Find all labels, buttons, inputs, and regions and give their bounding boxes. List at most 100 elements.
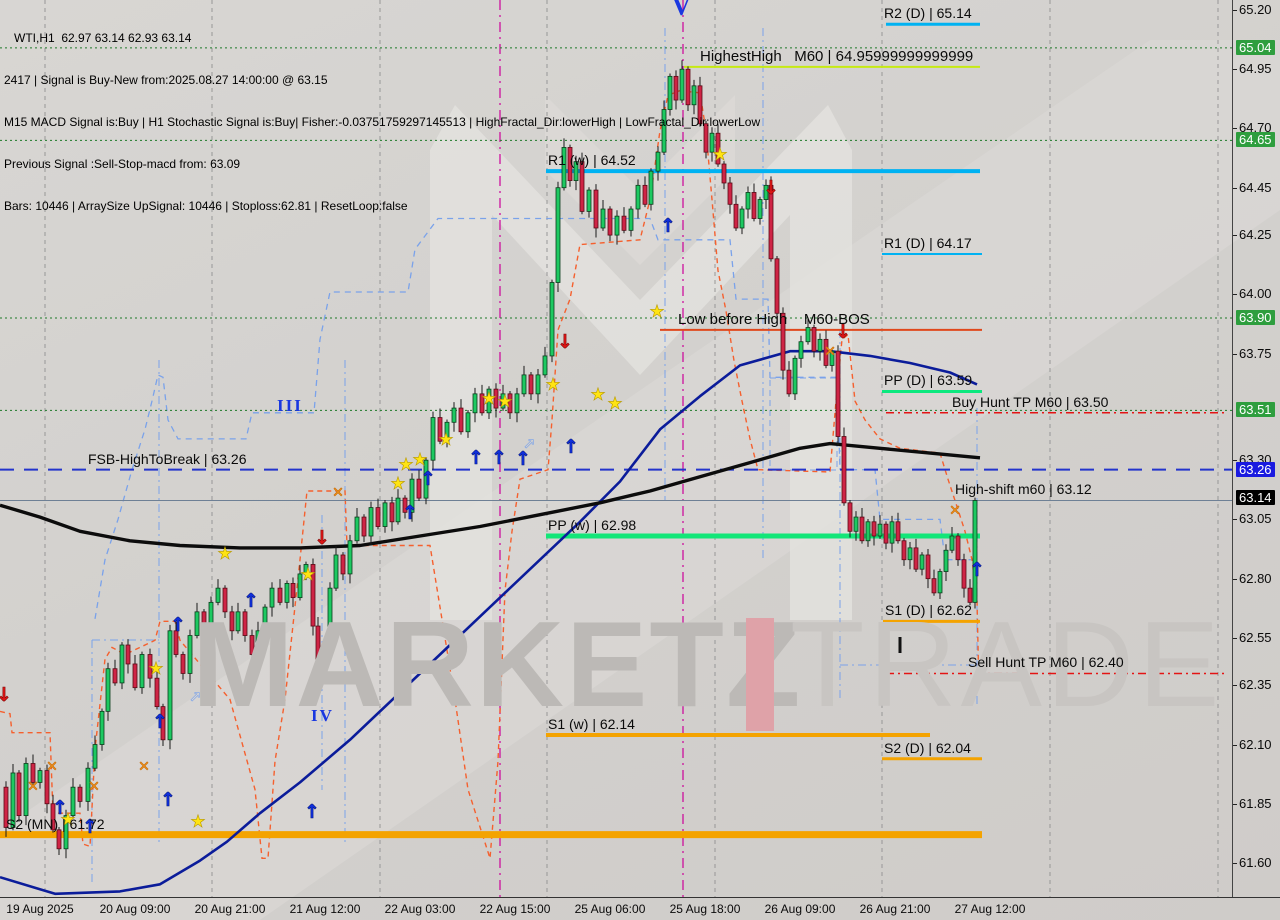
- price-tick-label: 63.75: [1239, 345, 1272, 361]
- candle-up: [262, 606, 268, 632]
- price-tick-mark: [1233, 685, 1237, 687]
- candle-down: [160, 706, 166, 741]
- level-label-buy-hunt: Buy Hunt TP M60 | 63.50: [952, 393, 1109, 410]
- price-tick-label: 62.80: [1239, 570, 1272, 586]
- candle-up: [889, 521, 895, 544]
- signal-line: 2417 | Signal is Buy-New from:2025.08.27…: [4, 73, 328, 87]
- candle-up: [269, 587, 275, 608]
- buy-arrow-icon: ↑: [491, 447, 507, 469]
- star-signal-icon: ★: [649, 302, 664, 322]
- candle-up: [472, 393, 478, 414]
- price-tick-label: 61.60: [1239, 855, 1272, 870]
- candle-down: [437, 417, 443, 442]
- candle-down: [715, 132, 721, 165]
- candle-down: [315, 625, 321, 665]
- candle-up: [99, 710, 105, 745]
- price-tick-mark: [1233, 294, 1237, 296]
- candle-down: [835, 350, 841, 437]
- candle-up: [368, 507, 374, 537]
- candle-up: [542, 355, 548, 376]
- candle-up: [817, 338, 823, 352]
- candle-down: [3, 786, 9, 828]
- candle-down: [389, 502, 395, 523]
- buy-arrow-icon: ↑: [563, 436, 579, 458]
- candle-down: [16, 772, 22, 817]
- price-tick-mark: [1233, 803, 1237, 805]
- candle-up: [321, 644, 327, 665]
- candle-up: [853, 516, 859, 532]
- candle-up: [514, 393, 520, 414]
- ma-slow-navy: [0, 349, 978, 896]
- level-label-r1-d: R1 (D) | 64.17: [884, 235, 972, 252]
- price-tick-label: 65.20: [1239, 2, 1272, 17]
- star-signal-icon: ★: [60, 810, 75, 830]
- time-tick-label: 25 Aug 06:00: [574, 902, 646, 916]
- candle-up: [105, 668, 111, 712]
- candle-up: [679, 68, 685, 101]
- candle-down: [961, 559, 967, 589]
- candle-down: [493, 388, 499, 409]
- candle-down: [173, 630, 179, 655]
- star-signal-icon: ★: [481, 389, 496, 409]
- level-label-high-shift: High-shift m60 | 63.12: [955, 481, 1092, 498]
- candle-down: [721, 163, 727, 184]
- wave-label-iii: III: [277, 396, 303, 415]
- candle-up: [303, 564, 309, 575]
- candle-up: [215, 587, 221, 603]
- candle-up: [444, 421, 450, 442]
- time-axis[interactable]: 19 Aug 2025 20 Aug 09:00 20 Aug 21:00 21 Au…: [0, 897, 1280, 920]
- level-label-pp-w: PP (w) | 62.98: [548, 517, 637, 534]
- price-badge-65.04: 65.04: [1236, 39, 1275, 55]
- candle-up: [255, 630, 261, 655]
- candle-up: [354, 516, 360, 542]
- star-signal-icon: ★: [412, 450, 427, 470]
- hollow-arrow-icon: ↗: [523, 435, 536, 453]
- wave-label-v: V: [672, 0, 693, 21]
- buy-arrow-icon: ↑: [160, 789, 176, 811]
- candle-down: [112, 668, 118, 684]
- candle-up: [535, 374, 541, 395]
- candle-up: [561, 147, 567, 189]
- x-signal-icon: ✕: [824, 344, 836, 360]
- candle-down: [751, 192, 757, 219]
- price-tick-mark: [1233, 744, 1237, 746]
- candle-up: [119, 644, 125, 684]
- buy-arrow-icon: ↑: [402, 502, 418, 524]
- candle-down: [593, 189, 599, 229]
- candle-up: [92, 744, 98, 769]
- price-badge-63.26: 63.26: [1236, 461, 1275, 477]
- candle-down: [290, 583, 296, 599]
- level-label-s1-w: S1 (w) | 62.14: [548, 716, 635, 733]
- candle-up: [865, 521, 871, 542]
- candle-down: [479, 393, 485, 414]
- price-badge-63.51: 63.51: [1236, 402, 1275, 418]
- candle-up: [586, 189, 592, 212]
- star-signal-icon: ★: [300, 565, 315, 585]
- candle-down: [579, 161, 585, 212]
- candle-up: [327, 587, 333, 646]
- candle-down: [871, 521, 877, 537]
- candle-down: [733, 203, 739, 229]
- level-label-s1-d: S1 (D) | 62.62: [885, 602, 972, 619]
- candle-up: [877, 523, 883, 537]
- price-badge-63.14: 63.14: [1236, 490, 1275, 506]
- price-tick-mark: [1233, 353, 1237, 355]
- candle-down: [931, 578, 937, 594]
- star-signal-icon: ★: [148, 659, 163, 679]
- candle-up: [798, 341, 804, 359]
- candle-up: [555, 187, 561, 283]
- candle-up: [10, 772, 16, 828]
- price-axis[interactable]: 65.20 65.04 64.95 64.70 64.65 64.45 64.25 64.00…: [1232, 0, 1280, 897]
- candle-down: [727, 182, 733, 205]
- level-label-m60-bos: Low before High M60-BOS: [678, 310, 870, 328]
- candle-up: [573, 161, 579, 181]
- price-tick-label: 61.85: [1239, 795, 1272, 811]
- candle-down: [859, 516, 865, 542]
- candle-down: [249, 635, 255, 655]
- level-label-fsb: FSB-HighToBreak | 63.26: [88, 450, 247, 467]
- candle-up: [63, 815, 69, 850]
- candle-up: [486, 388, 492, 414]
- candle-up: [521, 374, 527, 395]
